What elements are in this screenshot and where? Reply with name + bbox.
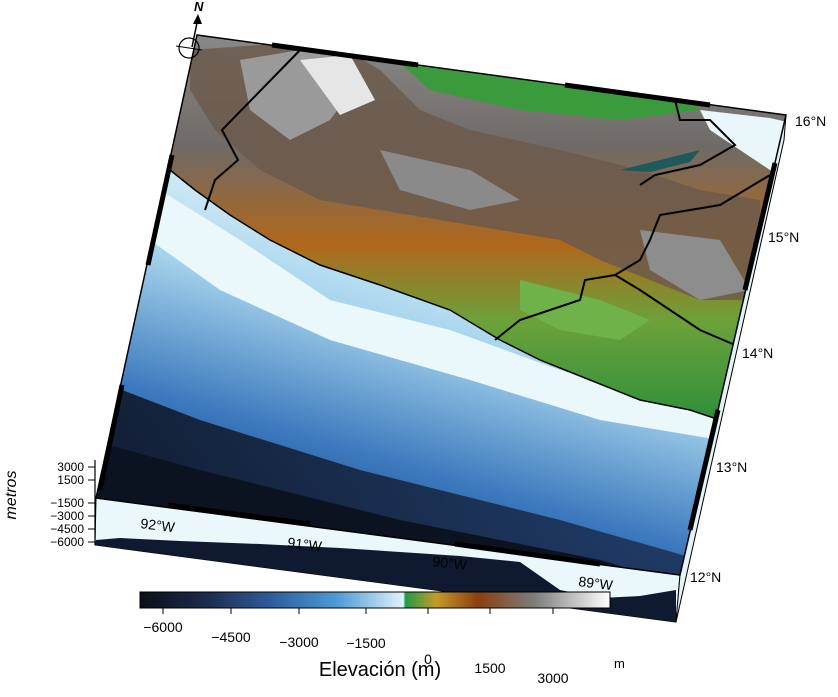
border-guatemala-salvador bbox=[494, 274, 616, 341]
lat-label-15: 15°N bbox=[768, 229, 799, 245]
z-tick-minus4500: −4500 bbox=[50, 522, 84, 536]
colorbar: −6000 −4500 −3000 −1500 0 1500 3000 Elev… bbox=[139, 591, 625, 686]
z-tick-minus1500: −1500 bbox=[50, 496, 84, 510]
lake-izabal bbox=[620, 150, 700, 172]
lat-label-14: 14°N bbox=[742, 345, 773, 361]
lon-label-92: 92°W bbox=[140, 515, 177, 535]
border-mexico-guatemala bbox=[204, 44, 306, 211]
lat-label-12: 12°N bbox=[690, 569, 721, 585]
colorbar-title: Elevación (m) bbox=[319, 659, 441, 681]
z-axis: 3000 1500 −1500 −3000 −4500 −6000 metros bbox=[3, 460, 96, 549]
colorbar-tick-4: 0 bbox=[424, 651, 432, 667]
colorbar-tick-1: −4500 bbox=[211, 629, 251, 645]
z-axis-title: metros bbox=[3, 471, 20, 520]
lat-label-13: 13°N bbox=[716, 459, 747, 475]
z-tick-1500: 1500 bbox=[57, 473, 84, 487]
colorbar-unit: m bbox=[614, 656, 625, 671]
z-tick-minus3000: −3000 bbox=[50, 509, 84, 523]
colorbar-tick-6: 3000 bbox=[537, 670, 568, 686]
coastline bbox=[169, 169, 721, 421]
colorbar-tick-3: −1500 bbox=[346, 635, 386, 651]
gulf-of-honduras bbox=[700, 110, 786, 200]
colorbar-tick-5: 1500 bbox=[474, 660, 505, 676]
lon-label-91: 91°W bbox=[287, 534, 324, 554]
z-tick-3000: 3000 bbox=[57, 460, 84, 474]
border-honduras-salvador bbox=[613, 174, 771, 346]
lat-label-16: 16°N bbox=[795, 113, 826, 129]
lon-label-89: 89°W bbox=[578, 573, 615, 593]
frame-ticks bbox=[97, 42, 778, 567]
colorbar-ramp bbox=[139, 591, 611, 609]
colorbar-tick-0: −6000 bbox=[143, 619, 183, 635]
lon-label-90: 90°W bbox=[432, 553, 469, 573]
north-label: N bbox=[194, 0, 204, 14]
relief-surface bbox=[96, 35, 786, 575]
north-arrow: N bbox=[175, 0, 204, 59]
colorbar-tick-2: −3000 bbox=[279, 634, 319, 650]
z-tick-minus6000: −6000 bbox=[50, 535, 84, 549]
border-guatemala-honduras bbox=[639, 99, 737, 186]
